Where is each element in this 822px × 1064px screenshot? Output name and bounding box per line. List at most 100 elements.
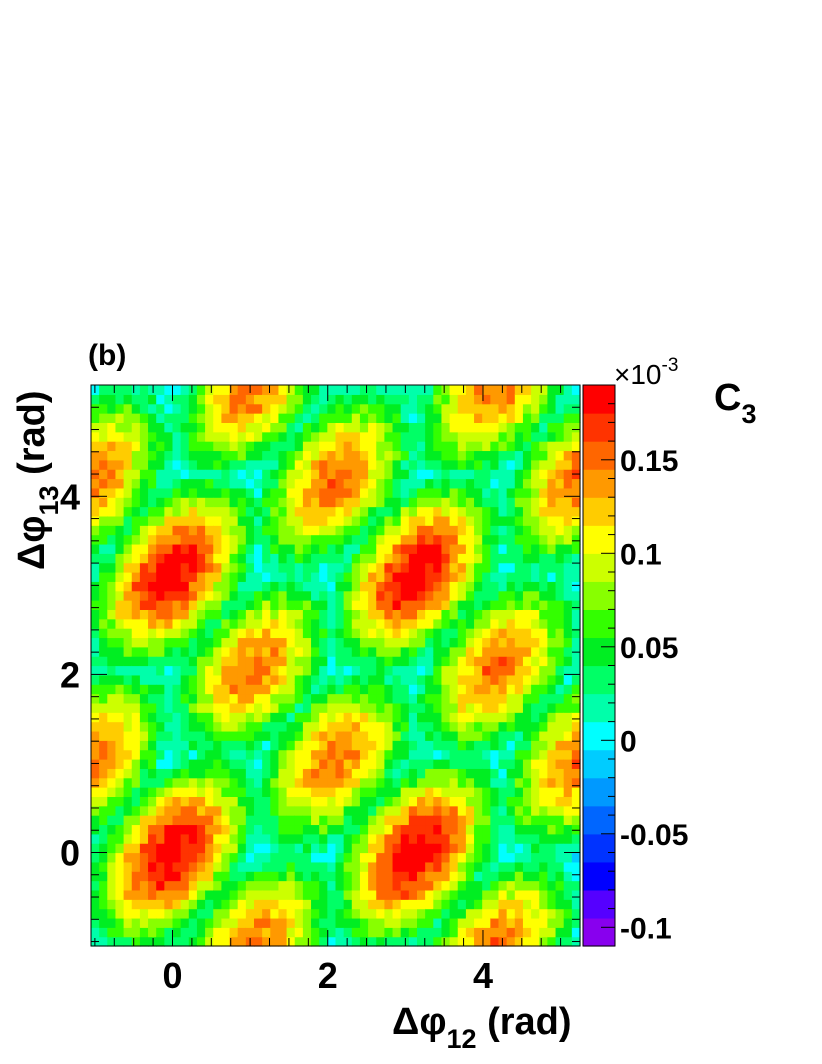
heatmap-cell — [139, 431, 149, 442]
heatmap-cell — [343, 656, 353, 667]
heatmap-cell — [359, 581, 369, 592]
heatmap-cell — [417, 805, 426, 816]
heatmap-cell — [490, 618, 500, 629]
heatmap-cell — [270, 693, 280, 704]
heatmap-cell — [539, 506, 548, 517]
heatmap-cell — [555, 768, 565, 779]
heatmap-cell — [229, 525, 239, 536]
heatmap-cell — [237, 889, 247, 900]
heatmap-cell — [514, 843, 524, 854]
heatmap-cell — [188, 908, 198, 919]
heatmap-cell — [180, 833, 190, 844]
heatmap-cell — [498, 562, 508, 573]
heatmap-cell — [555, 908, 565, 919]
heatmap-cell — [180, 796, 190, 807]
heatmap-cell — [148, 553, 157, 564]
heatmap-cell — [172, 674, 182, 685]
heatmap-cell — [506, 917, 516, 928]
heatmap-cell — [417, 833, 426, 844]
heatmap-cell — [433, 759, 443, 769]
colorbar-band — [583, 413, 615, 442]
heatmap-cell — [229, 403, 239, 414]
heatmap-cell — [351, 581, 361, 592]
heatmap-cell — [327, 759, 337, 769]
heatmap-cell — [465, 487, 475, 498]
heatmap-cell — [449, 497, 459, 508]
heatmap-cell — [490, 637, 500, 648]
heatmap-cell — [490, 487, 500, 498]
heatmap-cell — [294, 441, 304, 452]
heatmap-cell — [327, 880, 337, 891]
heatmap-cell — [522, 749, 532, 760]
heatmap-cell — [506, 674, 516, 685]
heatmap-cell — [319, 590, 328, 601]
heatmap-cell — [139, 730, 149, 741]
heatmap-cell — [286, 740, 296, 751]
heatmap-cell — [221, 422, 231, 433]
heatmap-cell — [359, 787, 369, 797]
heatmap-cell — [522, 590, 532, 601]
heatmap-cell — [286, 871, 296, 882]
heatmap-cell — [547, 413, 557, 423]
heatmap-cell — [433, 917, 443, 928]
heatmap-cell — [384, 730, 394, 741]
heatmap-cell — [286, 852, 296, 863]
heatmap-cell — [531, 674, 540, 685]
heatmap-cell — [237, 702, 247, 713]
heatmap-cell — [131, 487, 141, 498]
heatmap-cell — [139, 515, 149, 526]
heatmap-cell — [351, 487, 361, 498]
heatmap-cell — [522, 609, 532, 620]
heatmap-cell — [91, 441, 100, 452]
heatmap-cell — [531, 543, 540, 554]
heatmap-cell — [319, 674, 328, 685]
heatmap-cell — [449, 618, 459, 629]
heatmap-cell — [254, 403, 263, 414]
heatmap-cell — [286, 506, 296, 517]
heatmap-cell — [351, 665, 361, 676]
heatmap-cell — [498, 740, 508, 751]
heatmap-cell — [148, 506, 157, 517]
heatmap-cell — [539, 590, 548, 601]
heatmap-cell — [547, 684, 557, 695]
heatmap-cell — [302, 543, 312, 554]
heatmap-cell — [417, 572, 426, 582]
heatmap-cell — [302, 656, 312, 667]
heatmap-cell — [400, 562, 410, 573]
heatmap-cell — [164, 899, 174, 910]
heatmap-cell — [262, 609, 271, 620]
heatmap-cell — [474, 394, 483, 405]
heatmap-cell — [115, 730, 125, 741]
heatmap-cell — [425, 721, 434, 732]
heatmap-cell — [196, 562, 206, 573]
heatmap-cell — [441, 487, 451, 498]
heatmap-cell — [107, 600, 117, 610]
heatmap-cell — [294, 525, 304, 536]
heatmap-cell — [449, 543, 459, 554]
heatmap-cell — [131, 880, 141, 891]
heatmap-cell — [164, 936, 174, 947]
heatmap-cell — [107, 394, 117, 405]
heatmap-cell — [254, 646, 263, 657]
heatmap-cell — [91, 581, 100, 592]
heatmap-cell — [123, 515, 133, 526]
heatmap-cell — [571, 749, 581, 760]
heatmap-cell — [286, 656, 296, 667]
heatmap-cell — [245, 431, 255, 442]
heatmap-cell — [490, 553, 500, 564]
heatmap-cell — [278, 553, 288, 564]
heatmap-cell — [506, 646, 516, 657]
heatmap-cell — [229, 805, 239, 816]
heatmap-cell — [531, 581, 540, 592]
heatmap-cell — [107, 749, 117, 760]
heatmap-cell — [294, 413, 304, 423]
heatmap-cell — [229, 459, 239, 470]
heatmap-cell — [351, 674, 361, 685]
heatmap-cell — [408, 450, 418, 461]
heatmap-cell — [343, 553, 353, 564]
heatmap-cell — [555, 431, 565, 442]
heatmap-cell — [482, 749, 491, 760]
heatmap-cell — [327, 637, 337, 648]
heatmap-cell — [286, 796, 296, 807]
heatmap-cell — [254, 824, 263, 835]
